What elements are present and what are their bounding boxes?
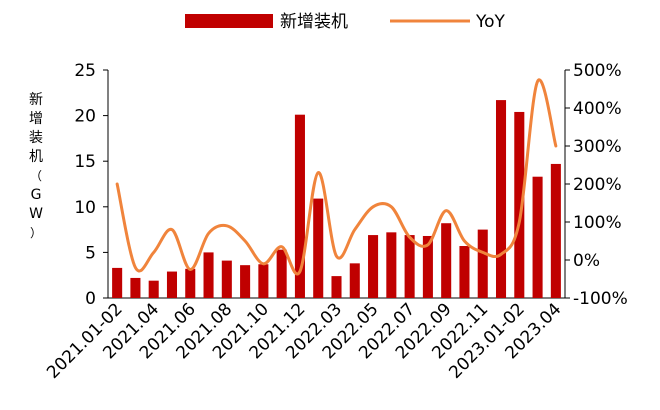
y-axis-title-char: 机 (29, 149, 43, 165)
x-axis-tick-labels: 2021.01-022021.042021.062021.082021.1020… (43, 299, 565, 382)
bar (349, 263, 360, 298)
legend-bar-swatch (185, 14, 273, 28)
y-axis-title-char: W (29, 206, 43, 222)
right-tick-label: -100% (573, 289, 628, 309)
bar (495, 100, 507, 298)
yoy-line (115, 78, 558, 276)
bar (203, 252, 214, 298)
left-tick-label: 25 (74, 61, 96, 81)
bar (404, 235, 415, 298)
right-tick-label: 500% (573, 61, 622, 81)
y-axis-title-char: G (31, 187, 42, 203)
bar (368, 235, 379, 298)
bar (331, 276, 342, 298)
legend-line-label: YoY (475, 12, 506, 32)
y-axis-title-char: 增 (29, 111, 43, 127)
bar (166, 271, 178, 298)
bar (422, 235, 433, 298)
right-tick-label: 200% (573, 175, 622, 195)
bar (240, 265, 251, 298)
left-tick-label: 10 (74, 198, 96, 218)
bar (386, 232, 397, 298)
bar (477, 229, 488, 298)
y-axis-title-char: 新 (29, 92, 43, 108)
right-tick-label: 0% (573, 251, 600, 271)
legend-bar-label: 新增装机 (280, 12, 348, 32)
bar (313, 198, 324, 298)
right-tick-label: 400% (573, 99, 622, 119)
bar (185, 268, 196, 298)
bar (258, 264, 269, 298)
bar-series (112, 100, 561, 299)
bar (532, 176, 543, 298)
left-tick-label: 5 (85, 243, 96, 263)
bar (130, 277, 141, 298)
right-axis-ticks: -100% 0% 100% 200% 300% 400% 500% (565, 61, 628, 309)
left-tick-label: 15 (74, 152, 96, 172)
bar (459, 246, 470, 298)
bar (514, 111, 525, 299)
y-axis-title-char: （ (30, 169, 42, 183)
left-tick-label: 0 (85, 289, 96, 309)
y-axis-title-char: 装 (29, 130, 43, 146)
bar (148, 280, 159, 298)
bar (221, 260, 232, 298)
right-tick-label: 300% (573, 137, 622, 157)
left-tick-label: 20 (74, 107, 96, 127)
y-axis-title: 新增装机 （ G W ） (29, 92, 43, 240)
legend: 新增装机 YoY (185, 12, 506, 32)
left-axis-ticks: 0 5 10 15 20 25 (74, 61, 108, 309)
y-axis-title-char: ） (30, 226, 42, 240)
bar (550, 163, 561, 298)
bar (112, 267, 123, 298)
right-tick-label: 100% (573, 213, 622, 233)
bar (441, 223, 452, 298)
bar (294, 114, 305, 298)
bar (276, 249, 287, 298)
